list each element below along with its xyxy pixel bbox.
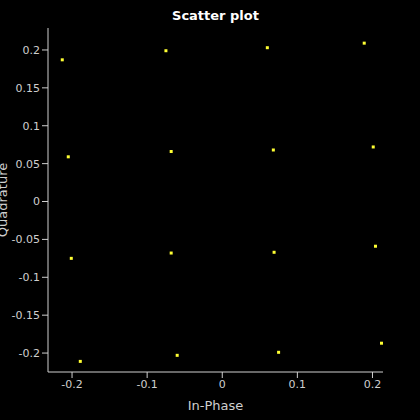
svg-text:-0.05: -0.05 (12, 233, 40, 246)
html-text:Scatter plot: Scatter plot (172, 8, 259, 23)
svg-text:Quadrature: Quadrature (8, 163, 10, 237)
svg-text:0: 0 (33, 195, 40, 208)
svg-text:0: 0 (219, 378, 226, 391)
svg-text:0.1: 0.1 (23, 120, 41, 133)
svg-text:-0.1: -0.1 (19, 271, 40, 284)
svg-text:-0.15: -0.15 (12, 309, 40, 322)
svg-text:0.2: 0.2 (364, 378, 382, 391)
svg-text:0.05: 0.05 (16, 158, 41, 171)
svg-text:-0.2: -0.2 (19, 347, 40, 360)
svg-text:In-Phase: In-Phase (188, 398, 244, 413)
svg-text:-0.1: -0.1 (136, 378, 157, 391)
svg-text:0.1: 0.1 (289, 378, 307, 391)
svg-text:-0.2: -0.2 (61, 378, 82, 391)
svg-text:0.15: 0.15 (16, 82, 41, 95)
svg-text:0.2: 0.2 (23, 44, 41, 57)
